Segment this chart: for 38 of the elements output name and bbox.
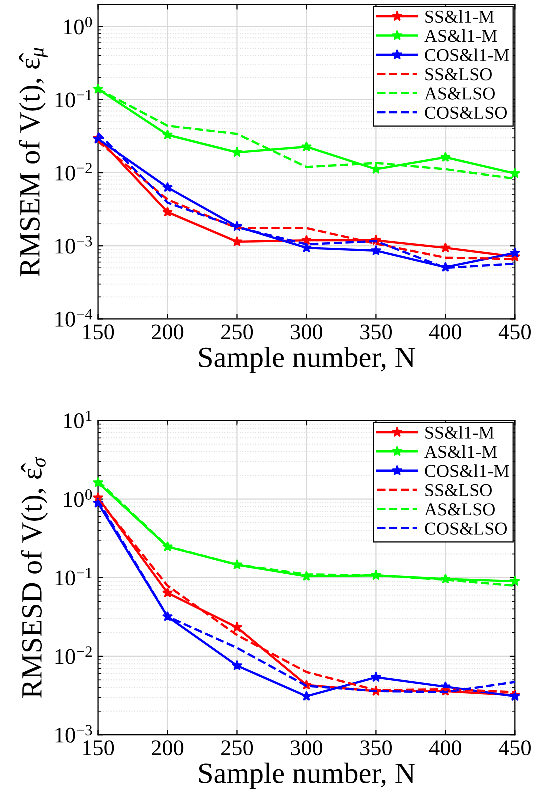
y-tick-label: 10$^{−3}$ (56, 236, 92, 254)
x-tick-label: 200 (152, 740, 184, 756)
legend-label: AS&LSO (424, 504, 495, 516)
legend-label: AS&LSO (424, 88, 495, 100)
legend-label: AS&l1-M (424, 445, 498, 458)
x-tick-label: 200 (152, 324, 184, 340)
x-tick-label: 300 (291, 740, 323, 756)
legend-label: SS&LSO (426, 68, 492, 81)
y-axis-title: RMSESD of V(t), ε̂$_{σ}$ (21, 456, 48, 698)
y-tick-label: 10$^{−1}$ (56, 90, 92, 108)
x-tick-label: 400 (429, 740, 462, 756)
x-axis-title: Sample number, N (199, 346, 416, 374)
legend-label: COS&LSO (425, 106, 507, 120)
x-tick-label: 450 (498, 740, 531, 756)
x-tick-label: 250 (222, 740, 254, 756)
legend-label: COS&l1-M (425, 464, 510, 478)
legend-label: COS&l1-M (425, 48, 510, 62)
x-tick-label: 250 (222, 324, 254, 340)
legend-label: SS&l1-M (426, 426, 494, 439)
x-tick-label: 400 (429, 324, 462, 340)
legend-label: COS&LSO (425, 522, 507, 535)
y-tick-label: 10$^{−1}$ (56, 568, 92, 586)
x-tick-label: 450 (498, 324, 531, 340)
y-tick-label: 10$^{−2}$ (56, 163, 92, 181)
y-tick-label: 10$^{0}$ (64, 16, 92, 35)
legend-label: SS&l1-M (426, 10, 494, 24)
y-tick-label: 10$^{1}$ (64, 410, 92, 429)
legend-label: SS&LSO (426, 484, 492, 497)
x-tick-label: 350 (360, 324, 392, 340)
y-axis-title: RMSEM of V(t), ε̂$_{μ}$ (19, 48, 48, 277)
legend-label: AS&l1-M (424, 30, 498, 42)
y-tick-label: 10$^{0}$ (64, 489, 92, 508)
y-tick-label: 10$^{−2}$ (56, 646, 92, 664)
x-tick-label: 300 (291, 324, 323, 340)
x-tick-label: 350 (360, 740, 392, 756)
x-tick-label: 150 (84, 740, 114, 756)
x-tick-label: 150 (84, 324, 114, 340)
x-axis-title: Sample number, N (199, 762, 416, 790)
